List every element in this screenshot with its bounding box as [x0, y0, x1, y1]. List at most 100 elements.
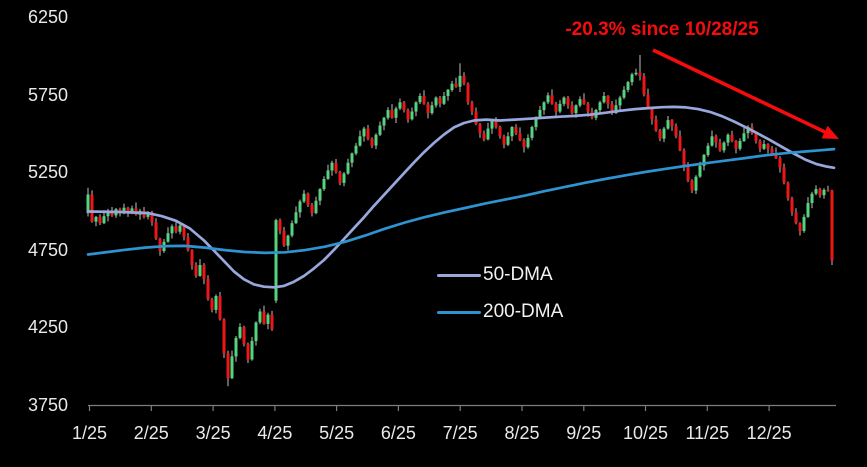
candle-body [658, 130, 662, 139]
candle-body [394, 108, 398, 118]
candle-body [598, 102, 602, 111]
candle-body [378, 125, 382, 135]
candle-body [474, 111, 478, 124]
candle-body [386, 110, 390, 118]
candle-body [342, 173, 346, 183]
candle-body [638, 72, 642, 76]
candle-body [418, 96, 422, 103]
candle-body [818, 189, 822, 196]
candle-body [402, 102, 406, 111]
candle-body [578, 99, 582, 106]
candle-body [254, 322, 258, 341]
candle-body [778, 158, 782, 168]
candle-body [374, 134, 378, 146]
candle-body [466, 83, 470, 103]
candle-body [346, 162, 350, 174]
candle-body [754, 133, 758, 142]
x-axis-label: 7/25 [442, 423, 478, 443]
candle-body [274, 220, 278, 301]
candle-body [546, 95, 550, 103]
legend-line-200dma-swatch [437, 310, 481, 314]
x-axis-label: 1/25 [71, 423, 108, 443]
candle-body [522, 140, 526, 148]
candle-body [702, 154, 706, 166]
candle-body [662, 128, 666, 139]
candle-body [614, 105, 618, 114]
candle-body [270, 314, 274, 330]
candle-body [694, 176, 698, 191]
candle-body [246, 344, 250, 360]
candle-body [730, 134, 734, 141]
candle-body [282, 230, 286, 246]
candle-body [794, 212, 798, 224]
candle-body [410, 111, 414, 120]
y-axis-label: 4250 [27, 317, 68, 337]
candle-body [502, 136, 506, 145]
candle-body [782, 167, 786, 183]
candle-body [358, 136, 362, 146]
x-axis-label: 4/25 [257, 423, 293, 443]
x-axis-label: 2/25 [133, 423, 169, 443]
candle-body [758, 141, 762, 149]
candle-body [426, 103, 430, 114]
candle-body [302, 193, 306, 202]
x-axis-label: 9/25 [566, 423, 602, 443]
y-axis-label: 6250 [27, 7, 68, 27]
candle-body [622, 89, 626, 98]
candle-body [494, 120, 498, 127]
candle-body [98, 216, 102, 224]
candle-body [686, 165, 690, 181]
candle-body [706, 145, 710, 155]
y-axis-label: 4750 [27, 239, 68, 260]
candle-body [490, 120, 494, 129]
candle-body [422, 96, 426, 104]
candle-body [258, 311, 262, 323]
candle-body [86, 194, 90, 214]
candle-body [482, 133, 486, 140]
candle-body [130, 208, 134, 213]
candle-body [610, 103, 614, 114]
candle-body [830, 190, 834, 261]
candle-body [430, 105, 434, 114]
ma-50-line [86, 105, 836, 289]
candle-body [618, 97, 622, 106]
candle-body [334, 162, 338, 172]
y-axis-label: 5250 [27, 162, 68, 182]
candle-body [666, 120, 670, 129]
candle-body [446, 89, 450, 96]
candle-body [90, 194, 94, 222]
candle-body [726, 134, 730, 143]
candle-body [262, 311, 266, 324]
candle-body [790, 198, 794, 213]
candle-body [626, 82, 630, 90]
candle-body [714, 136, 718, 143]
candle-body [690, 180, 694, 191]
candle-body [366, 128, 370, 139]
candle-body [650, 108, 654, 120]
candle-body [586, 103, 590, 112]
candle-body [318, 189, 322, 201]
candle-body [242, 327, 246, 345]
candle-body [210, 299, 214, 310]
candle-body [722, 142, 726, 151]
y-axis-label: 5750 [27, 84, 68, 105]
candle-body [390, 110, 394, 118]
drawdown-annotation: -20.3% since 10/28/25 [565, 19, 759, 40]
candle-body [102, 216, 106, 224]
candle-body [166, 233, 170, 242]
candle-body [406, 110, 410, 120]
candle-body [146, 212, 150, 217]
candle-body [606, 96, 610, 104]
candle-body [226, 353, 230, 379]
candle-body [442, 96, 446, 104]
candle-body [554, 103, 558, 112]
candle-body [154, 222, 158, 239]
candle-body [354, 145, 358, 154]
legend-line-50dma-swatch [437, 273, 481, 277]
candle-body [294, 212, 298, 224]
candle-body [542, 102, 546, 111]
candle-body [202, 265, 206, 279]
candle-body [654, 119, 658, 131]
candle-body [150, 212, 154, 223]
